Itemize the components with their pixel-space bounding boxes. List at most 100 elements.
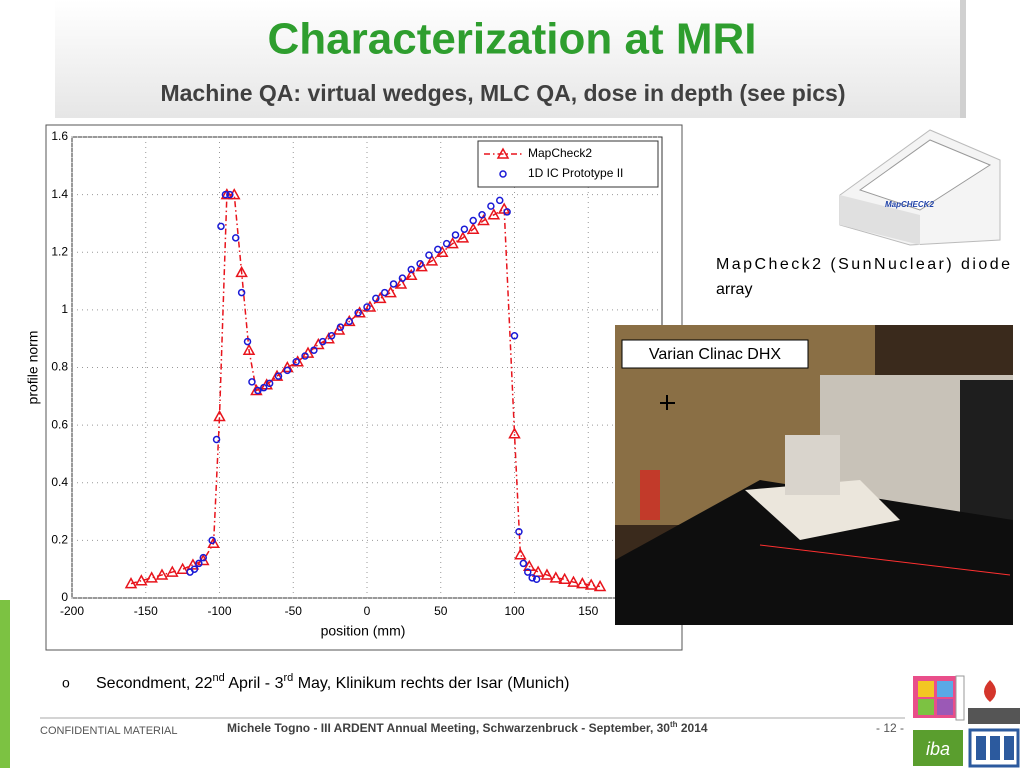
data-point: [231, 234, 240, 242]
x-tick-label: 50: [434, 604, 448, 618]
data-point: [508, 427, 521, 439]
data-point: [519, 559, 528, 568]
photo-label-box: [621, 339, 809, 369]
data-point: [242, 343, 256, 355]
data-point: [549, 571, 563, 583]
data-point: [281, 360, 294, 373]
footer-left: CONFIDENTIAL MATERIAL: [40, 725, 178, 737]
data-point: [515, 527, 523, 536]
linac-photo: [615, 325, 1013, 625]
data-point: [558, 572, 571, 585]
data-point: [220, 188, 234, 200]
x-axis-label: position (mm): [321, 623, 406, 639]
data-point: [237, 288, 246, 297]
bullet-text: Secondment, 22nd April - 3rd May, Klinik…: [96, 672, 569, 692]
data-point: [532, 575, 541, 584]
data-point: [540, 568, 554, 580]
slide-title: Characterization at MRI: [268, 15, 757, 64]
data-point: [456, 231, 470, 243]
data-point: [135, 574, 148, 586]
x-tick-label: -200: [60, 604, 84, 618]
data-point: [584, 578, 598, 590]
data-point: [372, 294, 380, 303]
data-point: [291, 355, 304, 367]
data-point: [226, 190, 234, 199]
x-tick-label: 150: [578, 604, 598, 618]
header-shadow: [960, 0, 966, 118]
data-point: [301, 352, 309, 360]
data-point: [221, 190, 230, 199]
x-tick-label: 100: [504, 604, 524, 618]
svg-text:MapCHECK2: MapCHECK2: [885, 200, 934, 209]
data-point: [199, 553, 208, 562]
y-tick-label: 0.2: [51, 533, 68, 547]
data-point: [487, 202, 495, 210]
header-band: [55, 0, 965, 118]
photo-label: Varian Clinac DHX: [649, 346, 782, 363]
y-tick-label: 1.2: [51, 244, 68, 258]
data-point: [503, 208, 511, 216]
data-point: [380, 288, 389, 297]
device-caption: MapCheck2 (SunNuclear) diode: [716, 256, 1010, 273]
data-point: [166, 565, 179, 577]
data-point: [522, 559, 536, 572]
y-tick-label: 0.8: [51, 360, 68, 374]
y-tick-label: 1: [61, 302, 68, 316]
svg-text:iba: iba: [926, 739, 950, 759]
data-point: [217, 222, 225, 231]
data-point: [478, 211, 486, 219]
page-number: - 12 -: [876, 721, 904, 735]
data-point: [524, 568, 532, 576]
data-point: [487, 208, 501, 220]
data-point: [466, 222, 480, 234]
x-tick-label: -150: [134, 604, 158, 618]
y-tick-label: 1.4: [51, 187, 68, 201]
data-point: [353, 306, 366, 318]
data-point: [208, 536, 216, 545]
data-point: [336, 323, 345, 331]
legend-marker: [499, 170, 507, 178]
data-point: [477, 214, 490, 226]
data-point: [254, 386, 262, 395]
legend-box: [477, 140, 659, 188]
x-tick-label: 0: [364, 604, 371, 618]
data-point: [404, 268, 418, 281]
data-point: [425, 251, 433, 259]
x-tick-label: -50: [285, 604, 303, 618]
data-point: [363, 300, 377, 312]
y-tick-label: 1.6: [51, 129, 68, 143]
data-point: [155, 568, 169, 580]
data-point: [243, 337, 252, 346]
data-point: [250, 384, 263, 396]
device-picture: MapCHECK2: [839, 129, 1001, 246]
data-point: [195, 559, 203, 568]
x-tick-label: -100: [207, 604, 231, 618]
footer-center: Michele Togno - III ARDENT Annual Meetin…: [227, 720, 708, 735]
legend-marker: [496, 147, 510, 159]
data-point: [319, 337, 327, 346]
data-point: [327, 332, 336, 340]
data-point: [460, 225, 469, 233]
data-point: [374, 291, 387, 304]
data-point: [363, 303, 371, 311]
data-point: [425, 254, 439, 266]
data-point: [124, 577, 138, 589]
data-point: [496, 196, 504, 205]
y-tick-label: 0.4: [51, 475, 68, 489]
data-point: [593, 579, 607, 592]
data-point: [567, 575, 580, 587]
data-point: [451, 231, 460, 239]
data-point: [260, 383, 268, 392]
device-caption: array: [716, 281, 752, 298]
data-point: [514, 548, 527, 560]
data-point: [270, 369, 284, 381]
accent-bar: [0, 600, 10, 768]
bullet-marker: o: [62, 675, 70, 691]
data-point: [528, 574, 536, 582]
y-tick-label: 0: [61, 590, 68, 604]
data-point: [274, 372, 283, 380]
data-point: [442, 239, 451, 248]
data-point: [398, 274, 407, 282]
data-point: [354, 309, 362, 317]
